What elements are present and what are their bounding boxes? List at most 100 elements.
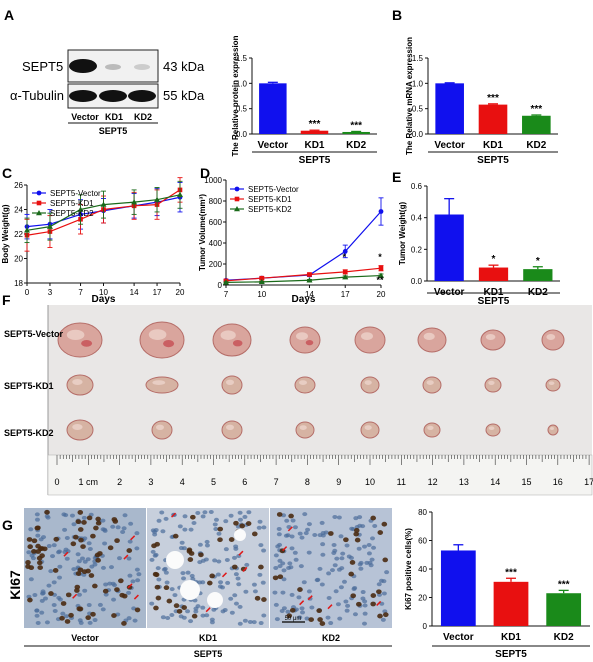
tumor-highlight: [546, 334, 556, 340]
y-axis-title: Tumor Volume(mm³): [198, 194, 207, 271]
nucleus: [51, 580, 57, 585]
wb-band-kd1-tubulin: [99, 90, 127, 102]
nucleus: [34, 608, 40, 613]
ki67-positive-nucleus: [90, 611, 96, 617]
nucleus: [149, 601, 155, 606]
nucleus: [192, 598, 198, 603]
ki67-positive-nucleus: [112, 518, 119, 524]
nucleus: [34, 613, 40, 618]
ruler-number: 12: [428, 477, 438, 487]
nucleus: [152, 553, 158, 558]
ki67-positive-nucleus: [277, 574, 284, 580]
arrow-marker: [307, 595, 313, 601]
nucleus: [64, 535, 70, 540]
nucleus: [197, 560, 203, 565]
tumor: [289, 326, 321, 354]
ki67-positive-nucleus: [92, 583, 98, 589]
ki67-positive-nucleus: [38, 546, 44, 552]
nucleus: [179, 540, 185, 545]
nucleus: [56, 595, 62, 600]
nucleus: [57, 564, 63, 569]
nucleus: [351, 586, 357, 591]
nucleus: [211, 607, 217, 612]
nucleus: [108, 565, 114, 570]
category-label: Vector: [434, 140, 465, 151]
ki67-positive-nucleus: [34, 525, 41, 531]
nucleus: [52, 609, 58, 614]
nucleus: [103, 592, 109, 597]
y-axis-title: The Relative protein expression: [231, 35, 240, 156]
data-point: [307, 272, 312, 277]
nucleus: [368, 563, 374, 568]
ki67-positive-nucleus: [70, 541, 77, 547]
ihc-label-kd1: KD1: [199, 633, 217, 643]
y-tick-label: 24: [14, 206, 23, 215]
ki67-positive-nucleus: [272, 575, 279, 581]
tumor-highlight: [485, 334, 496, 340]
nucleus: [189, 573, 195, 578]
nucleus: [343, 599, 349, 604]
nucleus: [332, 514, 338, 519]
nucleus: [260, 580, 266, 585]
ki67-positive-nucleus: [289, 607, 296, 613]
ki67-positive-nucleus: [370, 601, 376, 607]
nucleus: [107, 581, 113, 586]
ruler-number: 4: [180, 477, 185, 487]
nucleus: [292, 525, 298, 530]
ki67-positive-nucleus: [377, 530, 384, 535]
bar: [478, 267, 509, 281]
nucleus: [229, 610, 235, 615]
y-tick-label: 20: [14, 255, 23, 264]
tumor: [484, 377, 502, 393]
x-axis-title: SEPT5: [477, 155, 509, 166]
ruler-number: 9: [336, 477, 341, 487]
nucleus: [92, 618, 98, 623]
nucleus: [292, 550, 298, 555]
nucleus: [293, 557, 299, 562]
nucleus: [152, 532, 158, 537]
nucleus: [127, 573, 133, 578]
vacuole: [180, 580, 200, 600]
tumor-highlight: [364, 425, 372, 430]
tumor-highlight: [296, 332, 308, 340]
nucleus: [275, 544, 281, 549]
y-tick-label: 200: [209, 260, 223, 269]
ki67-positive-nucleus: [370, 593, 377, 598]
nucleus: [75, 552, 81, 557]
ki67-positive-nucleus: [343, 537, 349, 543]
nucleus: [233, 601, 239, 606]
ki67-positive-nucleus: [258, 564, 264, 570]
panel-label-f: F: [2, 292, 11, 308]
nucleus: [156, 577, 162, 582]
nucleus: [156, 518, 162, 523]
arrow-marker: [123, 554, 129, 560]
y-tick-label: 1.0: [412, 79, 424, 88]
nucleus: [41, 535, 47, 540]
category-label: KD1: [483, 140, 503, 151]
ki67-positive-nucleus: [308, 617, 314, 623]
nucleus: [366, 542, 372, 547]
tumor: [221, 375, 243, 395]
significance-label: **: [376, 275, 384, 285]
nucleus: [320, 531, 326, 536]
nucleus: [286, 524, 292, 529]
bar: [259, 83, 287, 134]
nucleus: [279, 608, 285, 613]
ruler-number: 16: [553, 477, 563, 487]
ruler-number: 17: [584, 477, 593, 487]
tumor: [57, 322, 103, 358]
nucleus: [32, 593, 38, 598]
arrow-marker: [205, 607, 211, 613]
panel-label-d: D: [200, 165, 210, 181]
tumor: [423, 422, 441, 438]
ki67-positive-nucleus: [217, 537, 223, 543]
tumor: [360, 376, 380, 394]
tumor-photo: 0 1 cm 2 3 4 5 6 7 8 9 10 11 12 13 14 15 16 17 SEPT5-Vect…: [4, 305, 593, 496]
ruler-number: 15: [521, 477, 531, 487]
x-tick-label: 17: [341, 290, 350, 299]
nucleus: [261, 548, 267, 553]
panel-label-g: G: [2, 517, 13, 533]
y-tick-label: 0: [218, 281, 223, 290]
